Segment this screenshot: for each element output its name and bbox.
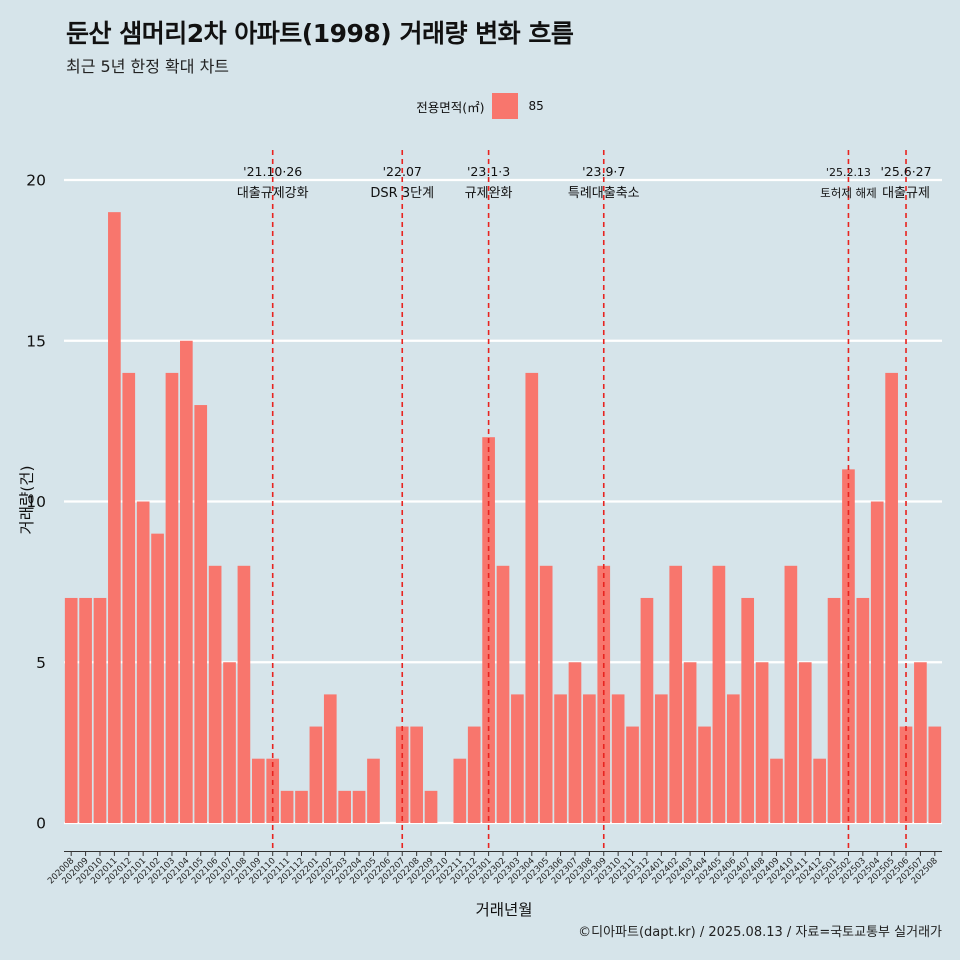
bar-202406 — [726, 694, 740, 823]
bar-202504 — [870, 501, 884, 823]
bar-202403 — [683, 662, 697, 823]
bar-202507 — [914, 662, 927, 823]
legend-key-swatch — [492, 93, 519, 119]
bar-202112 — [295, 790, 308, 823]
event-text-label-202301: 규제완화 — [465, 186, 513, 201]
bar-202312 — [640, 597, 654, 823]
legend-title: 전용면적(㎡) — [416, 99, 485, 115]
bar-202201 — [309, 726, 323, 823]
y-tick-label-10: 10 — [26, 493, 46, 511]
y-tick-label-15: 15 — [26, 332, 46, 350]
bar-202407 — [741, 597, 755, 823]
bar-202211 — [453, 758, 467, 823]
event-date-label-202506: '25.6·27 — [880, 164, 931, 179]
bar-202105 — [194, 405, 208, 823]
bar-202304 — [525, 372, 539, 823]
y-tick-label-0: 0 — [36, 815, 46, 833]
bar-202311 — [626, 726, 639, 823]
x-axis: 2020082020092020102020112020122021012021… — [46, 851, 942, 886]
bar-202412 — [813, 758, 826, 823]
bar-202108 — [237, 565, 251, 823]
bar-202402 — [669, 565, 683, 823]
event-text-label-202506: 대출규제 — [882, 186, 930, 201]
bars — [64, 212, 942, 823]
event-text-label-202502: 토허제 해제 — [820, 186, 877, 200]
bar-202410 — [784, 565, 798, 823]
y-tick-label-5: 5 — [36, 654, 46, 672]
caption: ©디아파트(dapt.kr) / 2025.08.13 / 자료=국토교통부 실… — [578, 925, 942, 940]
bar-202411 — [798, 662, 812, 823]
event-lines: '21.10·26 대출규제강화 '22.07 DSR 3단계 '23.1·3 규제완화 '… — [237, 150, 932, 851]
event-date-label-202502: '25.2.13 — [826, 166, 871, 179]
bar-202212 — [467, 726, 481, 823]
bar-202106 — [208, 565, 222, 823]
legend: 전용면적(㎡) 85 — [0, 93, 960, 119]
bar-202103 — [165, 372, 179, 823]
bar-202505 — [885, 372, 898, 823]
bar-202303 — [511, 694, 524, 823]
bar-202307 — [568, 662, 582, 823]
legend-item-label: 85 — [528, 99, 544, 113]
bar-202205 — [367, 758, 380, 823]
bar-202306 — [554, 694, 567, 823]
bar-202010 — [93, 597, 107, 823]
event-date-label-202309: '23.9·7 — [582, 164, 625, 179]
x-axis-label: 거래년월 — [475, 901, 532, 919]
bar-202104 — [180, 340, 193, 823]
bar-202310 — [611, 694, 625, 823]
bar-202305 — [539, 565, 553, 823]
bar-202508 — [928, 726, 942, 823]
bar-202408 — [755, 662, 769, 823]
bar-202204 — [352, 790, 366, 823]
bar-202101 — [136, 501, 150, 823]
bar-202011 — [108, 212, 121, 823]
bar-202111 — [280, 790, 294, 823]
bar-202109 — [251, 758, 265, 823]
bar-202209 — [424, 790, 438, 823]
chart-subtitle: 최근 5년 한정 확대 차트 — [66, 57, 230, 76]
bar-202308 — [583, 694, 596, 823]
bar-202102 — [151, 533, 164, 823]
bar-202203 — [338, 790, 352, 823]
bar-202009 — [79, 597, 92, 823]
y-tick-label-20: 20 — [26, 172, 46, 190]
event-date-label-202110: '21.10·26 — [243, 164, 302, 179]
bar-202404 — [698, 726, 711, 823]
event-date-label-202301: '23.1·3 — [467, 164, 510, 179]
bar-202302 — [496, 565, 510, 823]
bar-202202 — [323, 694, 337, 823]
bar-202008 — [64, 597, 78, 823]
event-date-label-202207: '22.07 — [383, 164, 422, 179]
y-axis-label: 거래량(건) — [18, 465, 36, 534]
bar-202405 — [712, 565, 726, 823]
bar-202401 — [654, 694, 668, 823]
bar-202503 — [856, 597, 870, 823]
bar-202208 — [410, 726, 423, 823]
chart-title: 둔산 샘머리2차 아파트(1998) 거래량 변화 흐름 — [66, 19, 574, 48]
y-tick-labels: 0 5 10 15 20 — [26, 172, 46, 833]
event-text-label-202110: 대출규제강화 — [237, 186, 309, 201]
bar-202107 — [223, 662, 236, 823]
event-text-label-202309: 특례대출축소 — [568, 186, 640, 201]
bar-202501 — [827, 597, 841, 823]
bar-202409 — [770, 758, 783, 823]
event-text-label-202207: DSR 3단계 — [370, 186, 434, 201]
bar-202012 — [122, 372, 136, 823]
